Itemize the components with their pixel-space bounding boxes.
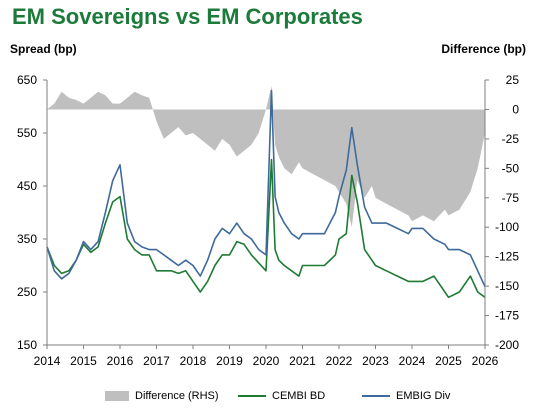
series-embig-line: [46, 89, 486, 288]
y-right-tick-label: -50: [502, 161, 520, 175]
y-left-tick-label: 150: [17, 338, 37, 352]
chart-title: EM Sovereigns vs EM Corporates: [12, 4, 363, 29]
x-tick-label: 2018: [180, 354, 207, 368]
x-tick-label: 2020: [253, 354, 280, 368]
y-axis-left-title: Spread (bp): [10, 42, 77, 56]
legend-swatch-difference: [105, 391, 129, 401]
x-tick-label: 2022: [326, 354, 353, 368]
y-left-tick-label: 250: [17, 285, 37, 299]
y-axis-right-title: Difference (bp): [441, 42, 526, 56]
y-right-tick-label: -150: [495, 279, 519, 293]
y-left-tick-label: 350: [17, 232, 37, 246]
y-right-tick-label: -100: [495, 220, 519, 234]
legend-swatch-cembi: [238, 395, 266, 397]
legend-label-cembi: CEMBI BD: [272, 390, 326, 402]
x-tick-label: 2025: [435, 354, 462, 368]
y-right-tick-label: -125: [495, 250, 519, 264]
legend-item-cembi: CEMBI BD: [238, 390, 325, 402]
x-tick-label: 2023: [362, 354, 389, 368]
y-right-tick-label: -175: [495, 309, 519, 323]
y-right-tick-label: 0: [512, 102, 519, 116]
y-right-tick-label: -200: [495, 338, 519, 352]
legend-item-embig: EMBIG Div: [362, 390, 450, 402]
x-tick-label: 2015: [70, 354, 97, 368]
y-right-tick-label: 25: [506, 73, 520, 87]
legend-item-difference: Difference (RHS): [105, 390, 219, 402]
x-tick-label: 2021: [289, 354, 316, 368]
x-tick-label: 2017: [143, 354, 170, 368]
series-cembi-line: [46, 158, 486, 299]
y-right-tick-label: -75: [502, 191, 520, 205]
x-tick-label: 2019: [216, 354, 243, 368]
x-tick-label: 2024: [399, 354, 426, 368]
series-difference-area: [47, 85, 485, 228]
legend-swatch-embig: [362, 395, 390, 397]
x-tick-label: 2014: [34, 354, 61, 368]
y-left-tick-label: 650: [17, 73, 37, 87]
x-tick-label: 2016: [107, 354, 134, 368]
y-left-tick-label: 550: [17, 126, 37, 140]
legend-label-difference: Difference (RHS): [135, 390, 219, 402]
chart-legend: Difference (RHS) CEMBI BD EMBIG Div: [0, 390, 536, 406]
x-tick-label: 2026: [472, 354, 499, 368]
legend-label-embig: EMBIG Div: [396, 390, 451, 402]
y-left-tick-label: 450: [17, 179, 37, 193]
y-right-tick-label: -25: [502, 132, 520, 146]
